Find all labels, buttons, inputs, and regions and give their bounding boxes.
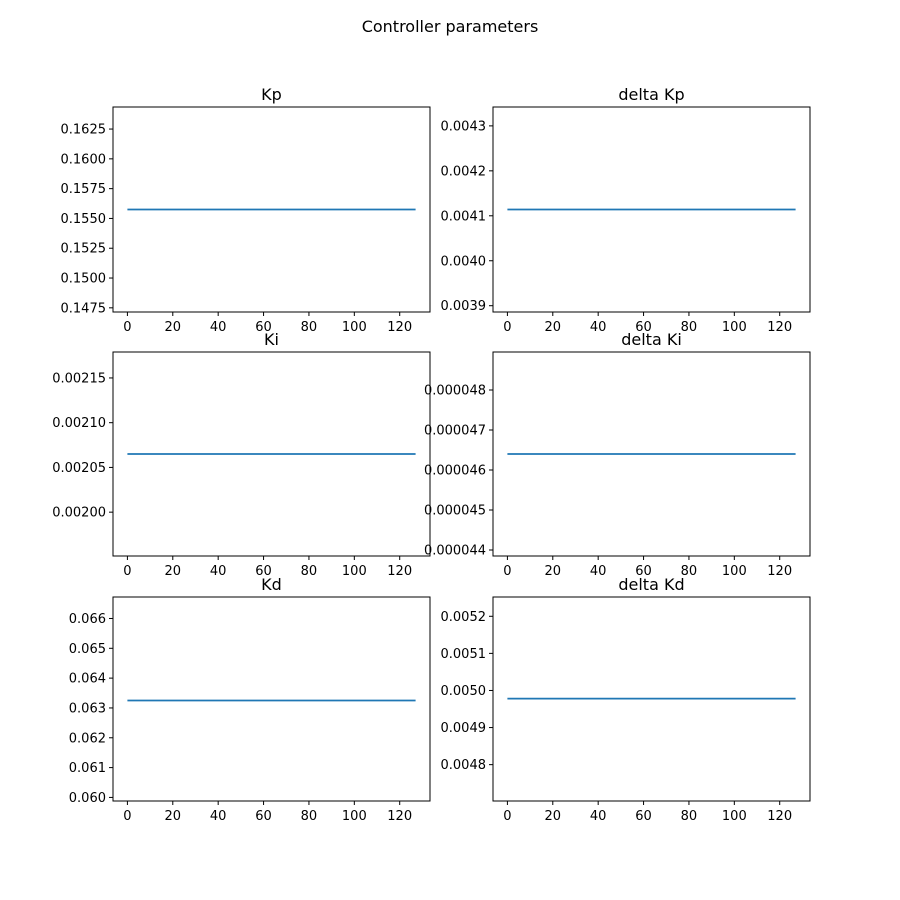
x-tick-label: 40 xyxy=(590,809,607,824)
y-tick-label: 0.061 xyxy=(69,761,106,776)
y-tick-label: 0.00210 xyxy=(52,416,106,431)
x-tick-label: 100 xyxy=(722,320,747,335)
y-tick-label: 0.1500 xyxy=(61,272,107,287)
x-tick-label: 100 xyxy=(342,320,367,335)
y-tick-label: 0.000048 xyxy=(424,384,486,399)
subplot-title: delta Kp xyxy=(618,85,684,104)
x-tick-label: 120 xyxy=(767,809,792,824)
x-tick-label: 60 xyxy=(255,564,272,579)
y-tick-label: 0.0049 xyxy=(441,721,487,736)
y-tick-label: 0.0050 xyxy=(441,684,487,699)
y-tick-label: 0.0039 xyxy=(441,299,487,314)
x-tick-label: 120 xyxy=(767,320,792,335)
subplot-4: delta Ki 0 20 40 60 80 100 120 0.000044 0.000045 0… xyxy=(424,330,811,579)
y-tick-label: 0.00215 xyxy=(52,371,106,386)
y-tick-label: 0.066 xyxy=(69,612,106,627)
y-tick-label: 0.062 xyxy=(69,731,106,746)
x-tick-label: 100 xyxy=(342,564,367,579)
y-tick-label: 0.060 xyxy=(69,791,106,806)
subplot-1: Kp 0 20 40 60 80 100 120 0.1475 0.1500 0.1525 0.155… xyxy=(61,85,431,335)
subplot-2: delta Kp 0 20 40 60 80 100 120 0.0039 0.0040 0.004… xyxy=(441,85,811,335)
x-tick-label: 80 xyxy=(681,809,698,824)
y-tick-label: 0.1600 xyxy=(61,152,107,167)
figure-title: Controller parameters xyxy=(362,17,539,36)
y-tick-label: 0.0040 xyxy=(441,254,487,269)
x-tick-label: 40 xyxy=(590,320,607,335)
x-tick-label: 120 xyxy=(767,564,792,579)
x-tick-label: 20 xyxy=(165,809,182,824)
x-tick-label: 40 xyxy=(590,564,607,579)
axes-frame xyxy=(112,596,431,802)
x-tick-label: 100 xyxy=(342,809,367,824)
subplot-title: delta Kd xyxy=(618,575,684,594)
x-tick-label: 0 xyxy=(123,809,131,824)
x-tick-label: 60 xyxy=(635,809,652,824)
x-tick-label: 100 xyxy=(722,809,747,824)
y-tick-label: 0.0048 xyxy=(441,758,487,773)
x-tick-label: 80 xyxy=(681,564,698,579)
x-tick-label: 20 xyxy=(545,809,562,824)
y-tick-label: 0.1475 xyxy=(61,301,107,316)
y-tick-label: 0.0052 xyxy=(441,610,487,625)
y-tick-label: 0.063 xyxy=(69,701,106,716)
y-tick-label: 0.0041 xyxy=(441,209,487,224)
y-tick-label: 0.1575 xyxy=(61,182,107,197)
x-tick-label: 40 xyxy=(210,564,227,579)
x-tick-label: 60 xyxy=(635,320,652,335)
x-tick-label: 0 xyxy=(503,564,511,579)
y-tick-label: 0.00205 xyxy=(52,461,106,476)
y-tick-label: 0.064 xyxy=(69,672,106,687)
x-tick-label: 60 xyxy=(635,564,652,579)
subplot-title: Kp xyxy=(261,85,282,104)
y-tick-label: 0.1550 xyxy=(61,212,107,227)
x-tick-label: 120 xyxy=(387,320,412,335)
x-tick-label: 20 xyxy=(165,564,182,579)
subplot-3: Ki 0 20 40 60 80 100 120 0.00200 0.00205 0.00210 0.… xyxy=(52,330,431,579)
y-tick-label: 0.000047 xyxy=(424,424,486,439)
x-tick-label: 80 xyxy=(681,320,698,335)
x-tick-label: 120 xyxy=(387,564,412,579)
x-tick-label: 120 xyxy=(387,809,412,824)
y-tick-label: 0.0043 xyxy=(441,119,487,134)
y-tick-label: 0.00200 xyxy=(52,506,106,521)
x-tick-label: 40 xyxy=(210,320,227,335)
subplot-6: delta Kd 0 20 40 60 80 100 120 0.0048 0.0049 0.005… xyxy=(441,575,811,824)
y-tick-label: 0.1525 xyxy=(61,242,107,257)
y-tick-label: 0.000046 xyxy=(424,464,486,479)
y-tick-label: 0.000045 xyxy=(424,504,486,519)
x-tick-label: 80 xyxy=(301,809,318,824)
x-tick-label: 40 xyxy=(210,809,227,824)
x-tick-label: 0 xyxy=(123,320,131,335)
x-tick-label: 0 xyxy=(503,809,511,824)
subplot-title: Kd xyxy=(261,575,282,594)
x-tick-label: 20 xyxy=(545,564,562,579)
x-tick-label: 80 xyxy=(301,564,318,579)
y-tick-label: 0.0042 xyxy=(441,164,487,179)
y-tick-label: 0.065 xyxy=(69,642,106,657)
x-tick-label: 60 xyxy=(255,320,272,335)
y-tick-label: 0.1625 xyxy=(61,123,107,138)
subplot-title: delta Ki xyxy=(621,330,682,349)
y-tick-label: 0.000044 xyxy=(424,544,486,559)
y-tick-label: 0.0051 xyxy=(441,647,487,662)
subplot-title: Ki xyxy=(264,330,279,349)
x-tick-label: 100 xyxy=(722,564,747,579)
x-tick-label: 20 xyxy=(545,320,562,335)
x-tick-label: 0 xyxy=(503,320,511,335)
subplot-5: Kd 0 20 40 60 80 100 120 0.060 0.061 0.062 0.063 0.0… xyxy=(69,575,431,824)
x-tick-label: 60 xyxy=(255,809,272,824)
x-tick-label: 20 xyxy=(165,320,182,335)
x-tick-label: 0 xyxy=(123,564,131,579)
x-tick-label: 80 xyxy=(301,320,318,335)
